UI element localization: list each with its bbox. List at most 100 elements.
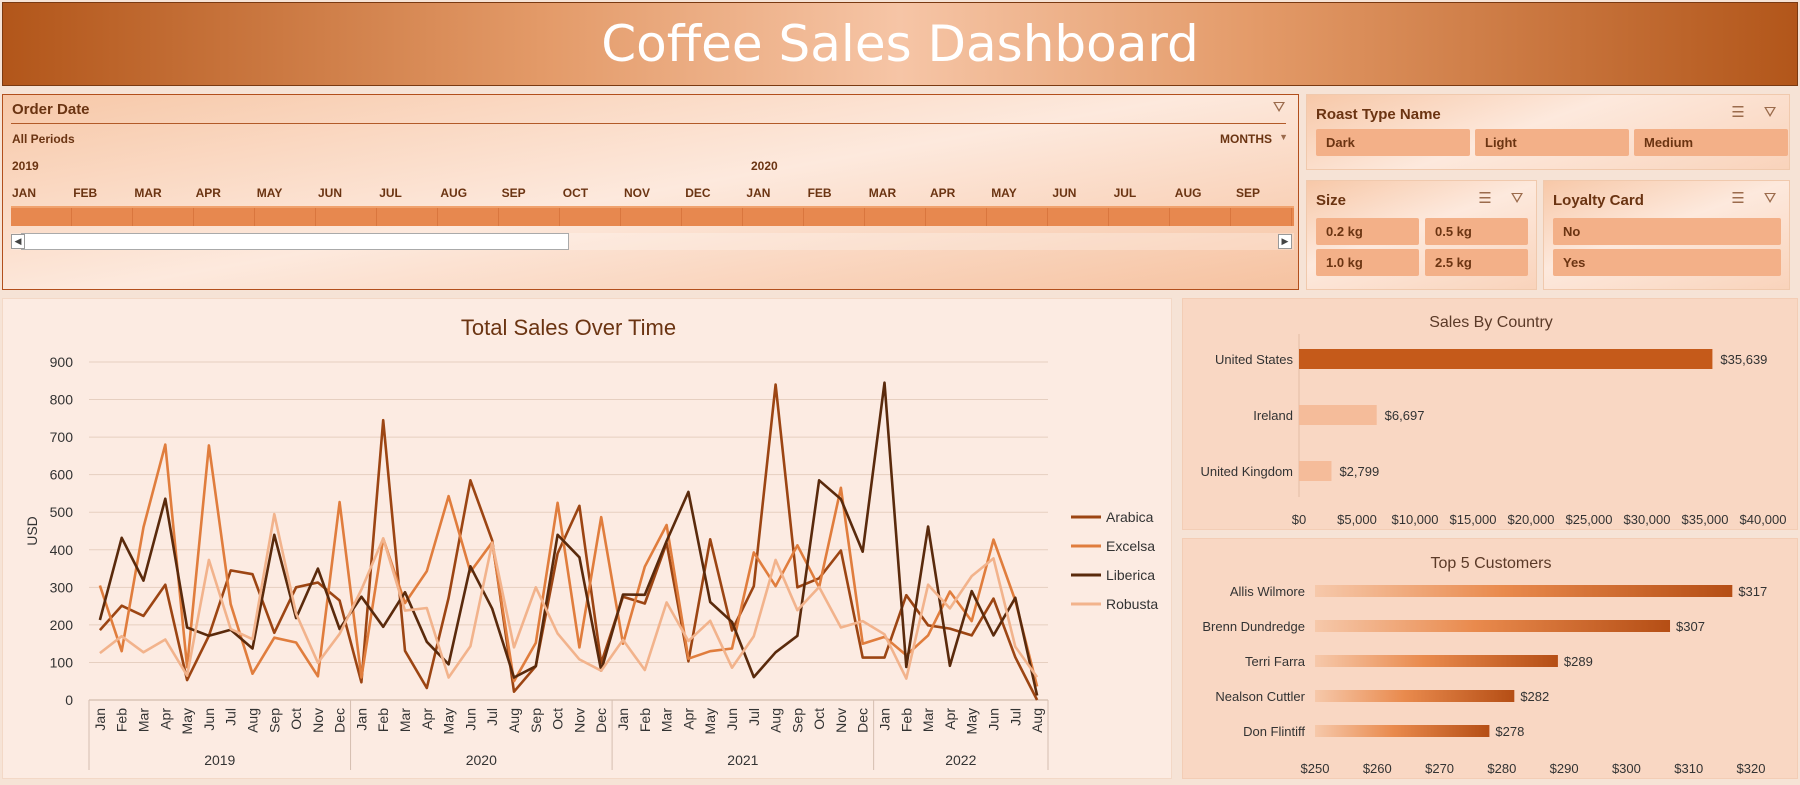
multi-select-icon[interactable]: ☰: [1478, 190, 1492, 207]
x-tick-label: $290: [1550, 761, 1579, 776]
clear-filter-icon[interactable]: ⛛: [1763, 190, 1777, 207]
timeline-month[interactable]: NOV: [624, 186, 651, 200]
timeline-month[interactable]: JAN: [746, 186, 771, 200]
series-line-arabica: [98, 383, 1039, 701]
timeline-month[interactable]: JUL: [1113, 186, 1137, 200]
timeline-month[interactable]: APR: [930, 186, 956, 200]
multi-select-icon[interactable]: ☰: [1731, 104, 1745, 121]
x-tick-label: $5,000: [1337, 512, 1377, 527]
x-tick-label: Oct: [288, 708, 304, 730]
x-tick-label: Dec: [593, 708, 609, 733]
slicer-item-0-5kg[interactable]: 0.5 kg: [1425, 218, 1528, 245]
time-level-dropdown[interactable]: MONTHS: [1220, 132, 1272, 146]
slicer-item-0-2kg[interactable]: 0.2 kg: [1316, 218, 1419, 245]
chevron-down-icon[interactable]: ▼: [1279, 132, 1288, 142]
series-line-excelsa: [98, 443, 1039, 687]
x-tick-label: Feb: [637, 708, 653, 732]
y-tick-label: 600: [50, 467, 74, 483]
data-label: $317: [1738, 584, 1767, 599]
slicer-item-no[interactable]: No: [1553, 218, 1781, 245]
year-label: 2021: [727, 752, 758, 768]
slicer-item-medium[interactable]: Medium: [1634, 129, 1788, 156]
y-tick-label: 800: [50, 392, 74, 408]
timeline-month[interactable]: MAR: [868, 186, 897, 200]
timeline-month[interactable]: DEC: [685, 186, 711, 200]
timeline-scroll-thumb[interactable]: [21, 233, 569, 250]
timeline-month[interactable]: SEP: [501, 186, 526, 200]
x-tick-label: Oct: [550, 708, 566, 730]
scroll-left-icon[interactable]: ◀: [11, 234, 25, 249]
x-tick-label: Apr: [157, 708, 173, 730]
y-tick-label: 900: [50, 354, 74, 370]
x-tick-label: $260: [1363, 761, 1392, 776]
dashboard-title: Coffee Sales Dashboard: [601, 15, 1199, 73]
slicer-item-yes[interactable]: Yes: [1553, 249, 1781, 276]
x-tick-label: $310: [1674, 761, 1703, 776]
timeline-month[interactable]: MAR: [134, 186, 162, 200]
timeline-divider: [11, 123, 1286, 124]
x-tick-label: Sep: [528, 708, 544, 733]
bar: [1315, 620, 1671, 632]
clear-filter-icon[interactable]: ⛛: [1510, 190, 1524, 207]
timeline-month[interactable]: JUL: [379, 186, 402, 200]
series-line-liberica: [98, 381, 1039, 696]
timeline-month[interactable]: MAY: [991, 186, 1017, 200]
timeline-month[interactable]: AUG: [440, 186, 468, 200]
bar: [1315, 725, 1490, 737]
slicer-item-1-0kg[interactable]: 1.0 kg: [1316, 249, 1419, 276]
slicer-item-dark[interactable]: Dark: [1316, 129, 1470, 156]
bar: [1299, 349, 1713, 369]
x-tick-label: Mar: [920, 708, 936, 732]
chart-title: Total Sales Over Time: [461, 315, 676, 340]
category-label: Brenn Dundredge: [1202, 619, 1305, 634]
timeline-month[interactable]: SEP: [1236, 186, 1261, 200]
x-tick-label: May: [179, 708, 195, 734]
data-label: $278: [1495, 724, 1524, 739]
slicer-item-light[interactable]: Light: [1475, 129, 1629, 156]
y-tick-label: 100: [50, 654, 74, 670]
timeline-period-bar[interactable]: [11, 206, 1294, 226]
timeline-month[interactable]: APR: [195, 186, 221, 200]
sales-by-country-chart: Sales By Country United States $35,639 Irel…: [1201, 314, 1787, 527]
year-label: 2019: [204, 752, 235, 768]
timeline-month[interactable]: AUG: [1174, 186, 1202, 200]
category-label: United Kingdom: [1201, 464, 1294, 479]
x-tick-label: Dec: [855, 708, 871, 733]
x-tick-label: Sep: [266, 708, 282, 733]
legend-label: Liberica: [1106, 567, 1155, 583]
timeline-month[interactable]: FEB: [73, 186, 98, 200]
scroll-right-icon[interactable]: ▶: [1278, 234, 1292, 249]
bar: [1315, 690, 1515, 702]
x-tick-label: $0: [1292, 512, 1306, 527]
timeline-month[interactable]: JAN: [12, 186, 37, 200]
timeline-month[interactable]: MAY: [256, 186, 283, 200]
x-tick-label: Jun: [724, 708, 740, 731]
clear-filter-icon[interactable]: ⛛: [1763, 104, 1777, 121]
size-slicer: Size ☰ ⛛ 0.2 kg 0.5 kg 1.0 kg 2.5 kg: [1306, 180, 1537, 290]
chart-title: Sales By Country: [1429, 314, 1553, 331]
series-line-robusta: [99, 512, 1039, 680]
timeline-year: 2020: [751, 159, 778, 173]
slicer-item-2-5kg[interactable]: 2.5 kg: [1425, 249, 1528, 276]
year-label: 2022: [945, 752, 976, 768]
multi-select-icon[interactable]: ☰: [1731, 190, 1745, 207]
x-tick-label: Aug: [506, 708, 522, 733]
x-tick-label: $320: [1737, 761, 1766, 776]
x-tick-label: Feb: [114, 708, 130, 732]
x-tick-label: Jul: [223, 708, 239, 726]
x-tick-label: Jun: [462, 708, 478, 731]
x-tick-label: Mar: [135, 708, 151, 732]
timeline-month[interactable]: FEB: [807, 186, 832, 200]
timeline-month[interactable]: JUN: [318, 186, 343, 200]
x-tick-label: $15,000: [1450, 512, 1497, 527]
x-tick-label: Feb: [898, 708, 914, 732]
order-date-timeline[interactable]: Order Date ⛛ All Periods MONTHS ▼ 2019 2…: [2, 94, 1299, 290]
timeline-month[interactable]: JUN: [1052, 186, 1077, 200]
y-tick-label: 400: [50, 542, 74, 558]
x-tick-label: Aug: [1029, 708, 1045, 733]
category-label: Allis Wilmore: [1230, 584, 1305, 599]
clear-filter-icon[interactable]: ⛛: [1272, 99, 1286, 116]
x-tick-label: Jul: [746, 708, 762, 726]
timeline-month[interactable]: OCT: [562, 186, 589, 200]
x-tick-label: Sep: [789, 708, 805, 733]
